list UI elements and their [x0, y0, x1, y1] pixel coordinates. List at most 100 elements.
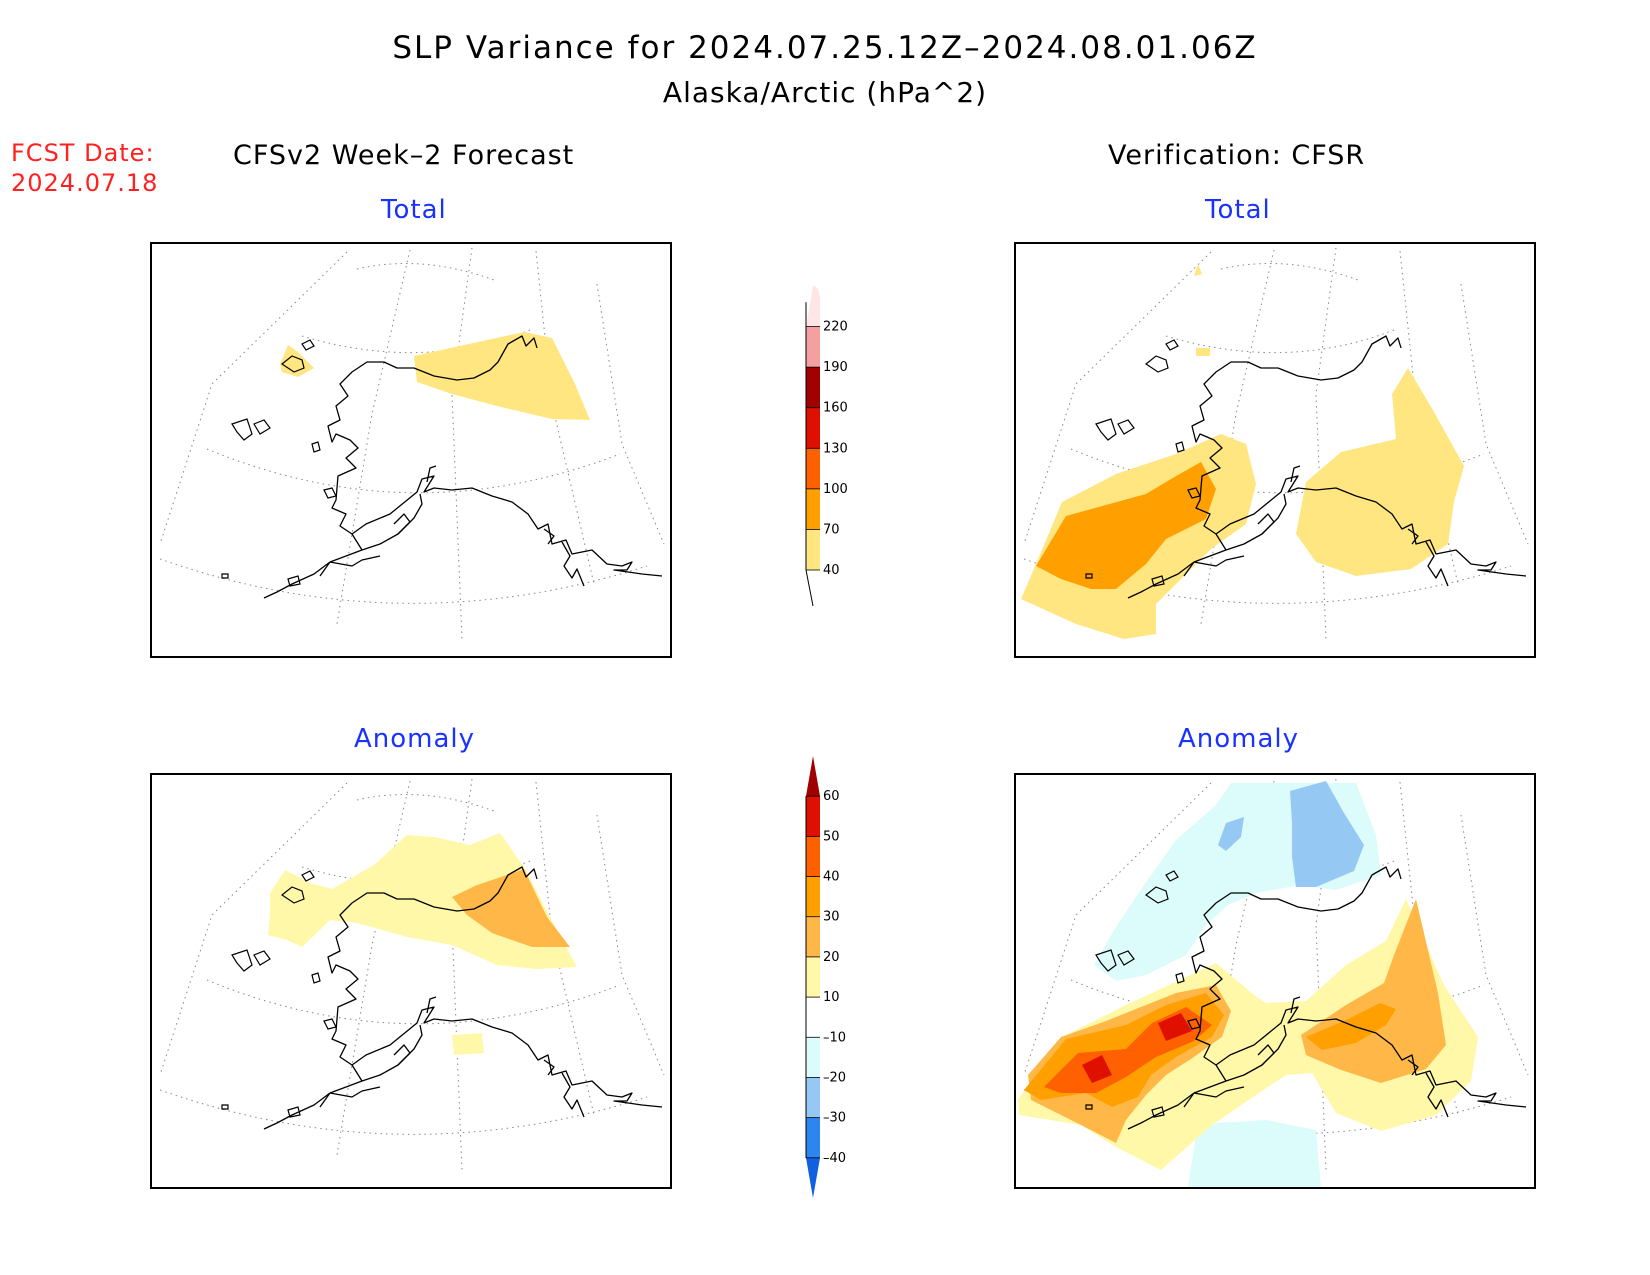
- grid-line: [451, 778, 473, 1171]
- colorbar-tick-label: 190: [823, 360, 848, 375]
- column-header-forecast: CFSv2 Week–2 Forecast: [233, 140, 575, 171]
- map-forecast-anomaly: [150, 773, 672, 1189]
- colorbar-swatch: [806, 756, 820, 797]
- island: [280, 355, 305, 373]
- colorbar-swatch: [806, 1157, 820, 1198]
- shade-minus20-minus30: [1290, 781, 1364, 887]
- island: [221, 1104, 229, 1110]
- coastline-segment: [1183, 1092, 1195, 1108]
- grid-line: [1200, 249, 1275, 625]
- island: [1117, 419, 1135, 435]
- colorbar-tick-label: 60: [823, 789, 840, 804]
- colorbar-tick-label: –30: [823, 1111, 846, 1126]
- colorbar-tick-label: 130: [823, 441, 848, 456]
- coastline-segment: [1290, 465, 1301, 483]
- panel-label-forecast-anomaly: Anomaly: [354, 724, 476, 754]
- coastline-segment: [351, 866, 538, 912]
- coastline: [1085, 335, 1527, 599]
- colorbar-swatch: [806, 407, 820, 449]
- grid-line: [159, 1089, 648, 1135]
- colorbar-swatch: [806, 367, 820, 408]
- coastline-segment: [319, 1092, 331, 1108]
- island: [231, 418, 253, 441]
- island: [311, 441, 321, 453]
- map-canvas: [159, 778, 665, 1171]
- coastline-segment: [393, 513, 411, 535]
- island: [323, 487, 337, 499]
- panel-label-verification-anomaly: Anomaly: [1178, 724, 1300, 754]
- page-subtitle: Alaska/Arctic (hPa^2): [662, 76, 988, 109]
- map-canvas: [1018, 778, 1529, 1187]
- colorbar-tick-label: 20: [823, 950, 840, 965]
- grid-line: [356, 794, 495, 812]
- coastline: [1085, 866, 1527, 1130]
- shade-minus10-minus20: [1188, 1120, 1321, 1187]
- shade-30-40: [1306, 1003, 1396, 1050]
- colorbar-tick-label: –20: [823, 1070, 846, 1085]
- shade-minus20-minus30: [1218, 817, 1244, 851]
- shade-20-30: [452, 869, 570, 947]
- coastline-segment: [327, 371, 363, 563]
- coastline-segment: [543, 1059, 555, 1076]
- island: [253, 419, 271, 435]
- colorbar-swatch: [806, 876, 820, 917]
- island: [287, 575, 301, 587]
- grid-line: [206, 979, 621, 1025]
- shade-50-60: [1158, 1013, 1192, 1041]
- grid-line: [1165, 329, 1395, 354]
- coastline-segment: [319, 561, 331, 577]
- coastline-segment: [1215, 475, 1527, 577]
- coastline-segment: [1257, 513, 1275, 535]
- coastline-segment: [1407, 528, 1419, 545]
- grid-line: [1315, 247, 1337, 640]
- forecast-date-value: 2024.07.18: [11, 169, 159, 197]
- coastline-segment: [351, 335, 538, 381]
- grid-line: [159, 251, 348, 545]
- coastline-segment: [1193, 1086, 1245, 1098]
- coastline-segment: [1191, 371, 1227, 563]
- island: [280, 886, 305, 904]
- grid-line: [206, 448, 621, 494]
- coastline-segment: [329, 555, 381, 567]
- grid-line: [1220, 263, 1359, 281]
- grid-line: [451, 247, 473, 640]
- island: [221, 573, 229, 579]
- island: [231, 949, 253, 972]
- shade-70-100: [1036, 462, 1216, 589]
- island: [287, 1106, 301, 1118]
- coastline-segment: [1290, 996, 1301, 1014]
- grid-line: [356, 263, 495, 281]
- column-header-verification: Verification: CFSR: [1108, 140, 1366, 171]
- colorbar-swatch: [806, 997, 820, 1038]
- shade-40-70: [414, 332, 590, 420]
- island: [1095, 418, 1117, 441]
- coastline-segment: [426, 465, 437, 483]
- shade-40-70: [1194, 264, 1202, 276]
- island: [301, 870, 315, 882]
- island: [1151, 575, 1165, 587]
- colorbar-tail: [805, 569, 814, 607]
- colorbar-tick-label: 40: [823, 563, 840, 578]
- colorbar-tick-label: 50: [823, 829, 840, 844]
- coastline-segment: [1191, 902, 1227, 1094]
- colorbar-tick-label: 100: [823, 482, 848, 497]
- island: [1151, 1106, 1165, 1118]
- coastline-segment: [351, 475, 663, 577]
- coastline-segment: [263, 561, 331, 599]
- grid-line: [596, 814, 665, 1076]
- colorbar-anomaly: –40 –30 –20 –10 10 20 30 40 50 60: [805, 756, 846, 1198]
- island: [1165, 870, 1179, 882]
- map-verification-anomaly: [1014, 773, 1536, 1189]
- island: [1187, 1018, 1201, 1030]
- forecast-date: FCST Date: 2024.07.18: [11, 138, 158, 198]
- panel-label-verification-total: Total: [1205, 195, 1271, 225]
- page-title: SLP Variance for 2024.07.25.12Z–2024.08.…: [392, 30, 1258, 66]
- colorbar-swatch: [806, 529, 820, 570]
- lat-lon-grid: [159, 247, 665, 640]
- colorbar-tick-label: –40: [823, 1151, 846, 1166]
- colorbar-total: 40 70 100 130 160 190 220: [805, 286, 848, 607]
- colorbar-tick-label: 220: [823, 320, 848, 335]
- coastline-segment: [561, 541, 585, 587]
- shade-40-70: [1196, 348, 1210, 356]
- grid-line: [1460, 283, 1529, 545]
